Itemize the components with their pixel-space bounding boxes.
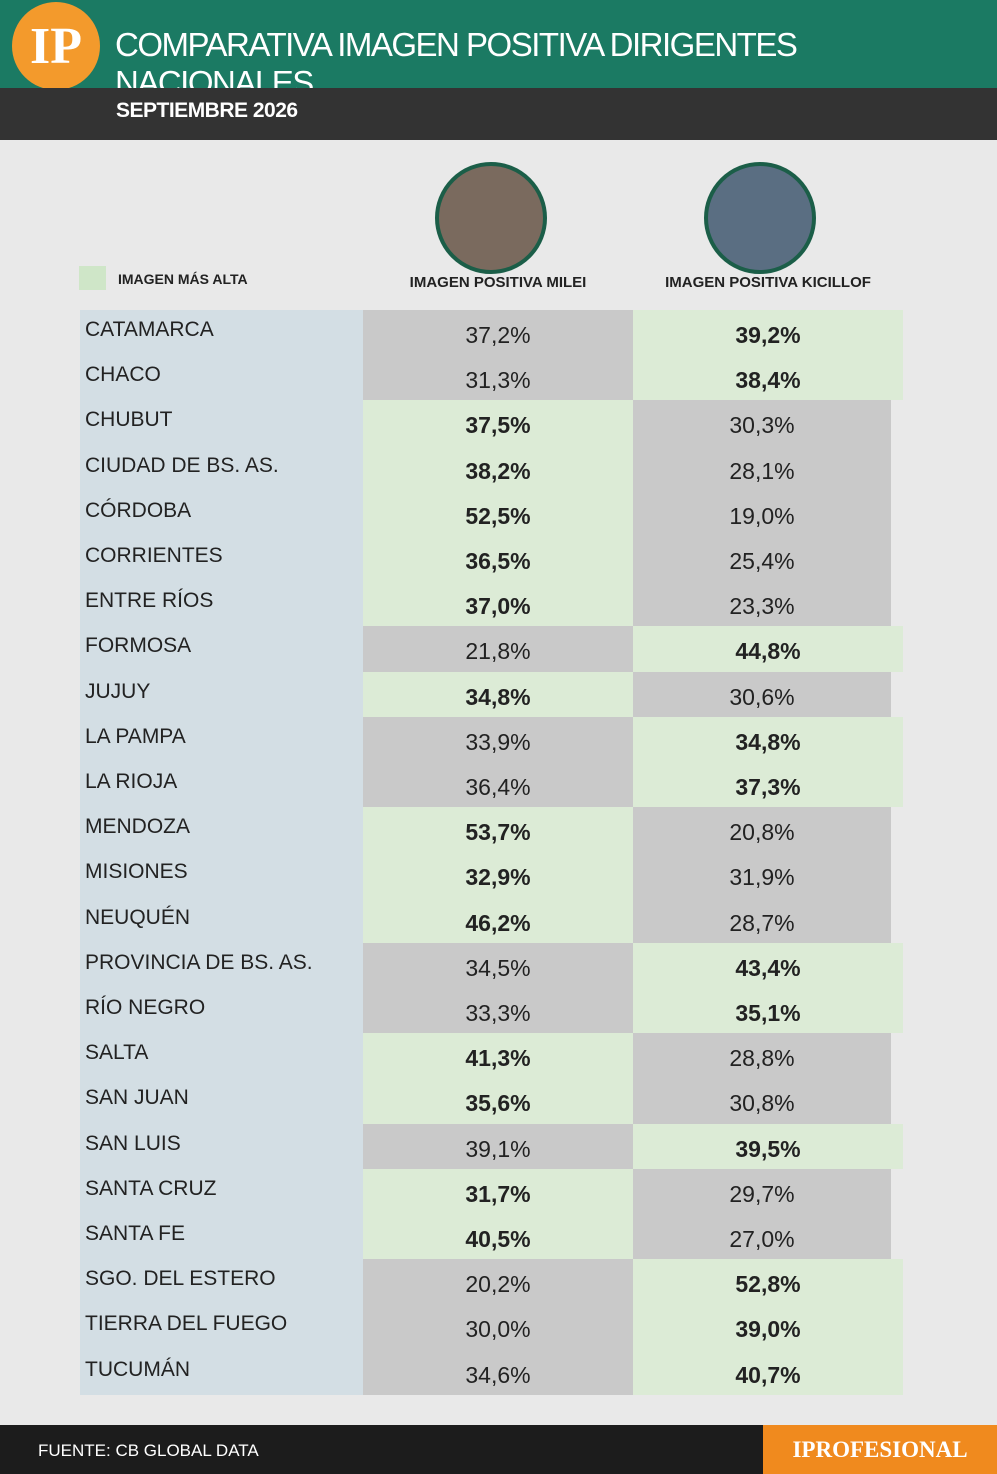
value-cell-highest: 40,5% [363, 1214, 633, 1260]
value-cell: 33,9% [363, 716, 633, 762]
subtitle: SEPTIEMBRE 2026 [116, 99, 298, 122]
region-cell: LA RIOJA [80, 762, 363, 808]
region-cell: SANTA FE [80, 1214, 363, 1260]
value-cell-highest: 41,3% [363, 1033, 633, 1079]
brand: IPROFESIONAL [763, 1425, 997, 1474]
region-cell: RÍO NEGRO [80, 988, 363, 1034]
value-cell-highest: 37,3% [633, 762, 903, 808]
value-cell-highest: 37,0% [363, 581, 633, 627]
region-cell: CÓRDOBA [80, 490, 363, 536]
value-cell: 30,6% [633, 671, 891, 717]
value-cell-highest: 36,5% [363, 536, 633, 582]
value-cell-highest: 52,8% [633, 1259, 903, 1305]
value-cell-highest: 34,8% [633, 716, 903, 762]
value-cell: 20,8% [633, 807, 891, 853]
legend-label: IMAGEN MÁS ALTA [118, 271, 248, 287]
value-cell-highest: 43,4% [633, 942, 903, 988]
value-cell: 19,0% [633, 490, 891, 536]
region-cell: SGO. DEL ESTERO [80, 1259, 363, 1305]
value-cell: 28,1% [633, 445, 891, 491]
region-cell: NEUQUÉN [80, 897, 363, 943]
value-cell: 36,4% [363, 762, 633, 808]
value-cell-highest: 46,2% [363, 897, 633, 943]
value-cell: 30,0% [363, 1304, 633, 1350]
portrait-milei [435, 162, 547, 274]
column-header: IMAGEN POSITIVA KICILLOF [665, 274, 871, 291]
region-cell: ENTRE RÍOS [80, 581, 363, 627]
region-cell: SAN LUIS [80, 1123, 363, 1169]
value-cell-highest: 53,7% [363, 807, 633, 853]
value-cell: 39,1% [363, 1123, 633, 1169]
value-cell-highest: 39,0% [633, 1304, 903, 1350]
column-header: IMAGEN POSITIVA MILEI [409, 274, 587, 291]
region-cell: SANTA CRUZ [80, 1168, 363, 1214]
value-cell: 34,5% [363, 942, 633, 988]
region-cell: CHUBUT [80, 400, 363, 446]
value-cell: 20,2% [363, 1259, 633, 1305]
source: FUENTE: CB GLOBAL DATA [38, 1441, 259, 1460]
value-cell-highest: 38,2% [363, 445, 633, 491]
region-cell: SAN JUAN [80, 1078, 363, 1124]
value-cell-highest: 52,5% [363, 490, 633, 536]
region-cell: CHACO [80, 355, 363, 401]
value-cell: 29,7% [633, 1168, 891, 1214]
portrait-kicillof [704, 162, 816, 274]
region-cell: CATAMARCA [80, 310, 363, 356]
value-cell: 33,3% [363, 988, 633, 1034]
value-cell-highest: 44,8% [633, 626, 903, 672]
value-cell: 31,3% [363, 355, 633, 401]
region-cell: LA PAMPA [80, 716, 363, 762]
value-cell: 31,9% [633, 852, 891, 898]
header-band [0, 0, 997, 88]
value-cell-highest: 35,1% [633, 988, 903, 1034]
region-cell: CORRIENTES [80, 536, 363, 582]
value-cell: 28,8% [633, 1033, 891, 1079]
value-cell: 37,2% [363, 310, 633, 356]
value-cell-highest: 34,8% [363, 671, 633, 717]
value-cell: 23,3% [633, 581, 891, 627]
region-cell: SALTA [80, 1033, 363, 1079]
value-cell: 30,8% [633, 1078, 891, 1124]
portraits [435, 162, 816, 274]
value-cell: 30,3% [633, 400, 891, 446]
region-cell: MISIONES [80, 852, 363, 898]
value-cell: 25,4% [633, 536, 891, 582]
region-cell: TUCUMÁN [80, 1349, 363, 1395]
region-cell: CIUDAD DE BS. AS. [80, 445, 363, 491]
region-cell: FORMOSA [80, 626, 363, 672]
region-cell: JUJUY [80, 671, 363, 717]
value-cell-highest: 32,9% [363, 852, 633, 898]
value-cell-highest: 35,6% [363, 1078, 633, 1124]
region-cell: TIERRA DEL FUEGO [80, 1304, 363, 1350]
value-cell: 21,8% [363, 626, 633, 672]
logo: IP [12, 2, 100, 90]
value-cell-highest: 31,7% [363, 1168, 633, 1214]
region-cell: MENDOZA [80, 807, 363, 853]
legend-swatch [79, 266, 106, 290]
value-cell: 28,7% [633, 897, 891, 943]
value-cell-highest: 39,5% [633, 1123, 903, 1169]
value-cell-highest: 40,7% [633, 1349, 903, 1395]
value-cell-highest: 39,2% [633, 310, 903, 356]
value-cell-highest: 38,4% [633, 355, 903, 401]
region-cell: PROVINCIA DE BS. AS. [80, 942, 363, 988]
value-cell-highest: 37,5% [363, 400, 633, 446]
value-cell: 27,0% [633, 1214, 891, 1260]
value-cell: 34,6% [363, 1349, 633, 1395]
subheader-band [0, 88, 997, 140]
